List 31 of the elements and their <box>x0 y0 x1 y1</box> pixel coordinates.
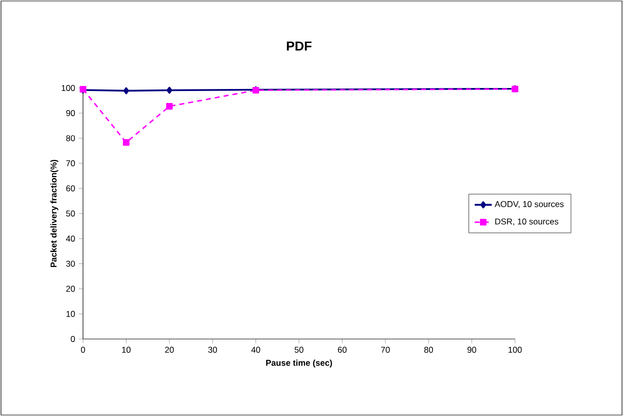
x-tick-label: 80 <box>424 346 433 353</box>
x-tick-label: 20 <box>165 346 174 353</box>
x-tick-label: 10 <box>122 346 131 353</box>
point <box>122 139 130 146</box>
x-tick-label: 30 <box>208 346 217 353</box>
y-tick-label: 30 <box>66 260 75 267</box>
point <box>166 86 172 94</box>
y-tick-label: 10 <box>66 310 75 317</box>
y-tick-label: 90 <box>66 110 75 116</box>
x-tick-label: 100 <box>508 346 522 353</box>
y-tick-label: 0 <box>70 336 75 342</box>
y-tick-label: 50 <box>66 210 75 216</box>
y-tick-label: 70 <box>66 160 75 166</box>
chart-title: PDF <box>286 42 312 50</box>
y-tick-label: 40 <box>66 236 75 242</box>
y-axis-title: Packet delivery fraction(%) <box>50 160 58 268</box>
y-tick-label: 100 <box>62 85 75 91</box>
x-tick-label: 70 <box>381 346 390 353</box>
x-tick-label: 50 <box>294 346 304 353</box>
legend-label: DSR, 10 sources <box>495 218 558 226</box>
y-tick-label: 20 <box>66 286 75 292</box>
x-tick-label: 0 <box>80 346 86 353</box>
x-tick-label: 40 <box>251 346 260 353</box>
x-tick-label: 60 <box>338 346 347 353</box>
point <box>166 103 173 110</box>
point <box>123 87 130 94</box>
x-axis-title: Pause time (sec) <box>266 360 332 368</box>
x-tick-label: 90 <box>467 346 476 353</box>
y-tick-label: 80 <box>66 135 75 142</box>
legend-label: AODV, 10 sources <box>494 201 564 208</box>
y-tick-label: 60 <box>66 185 75 192</box>
